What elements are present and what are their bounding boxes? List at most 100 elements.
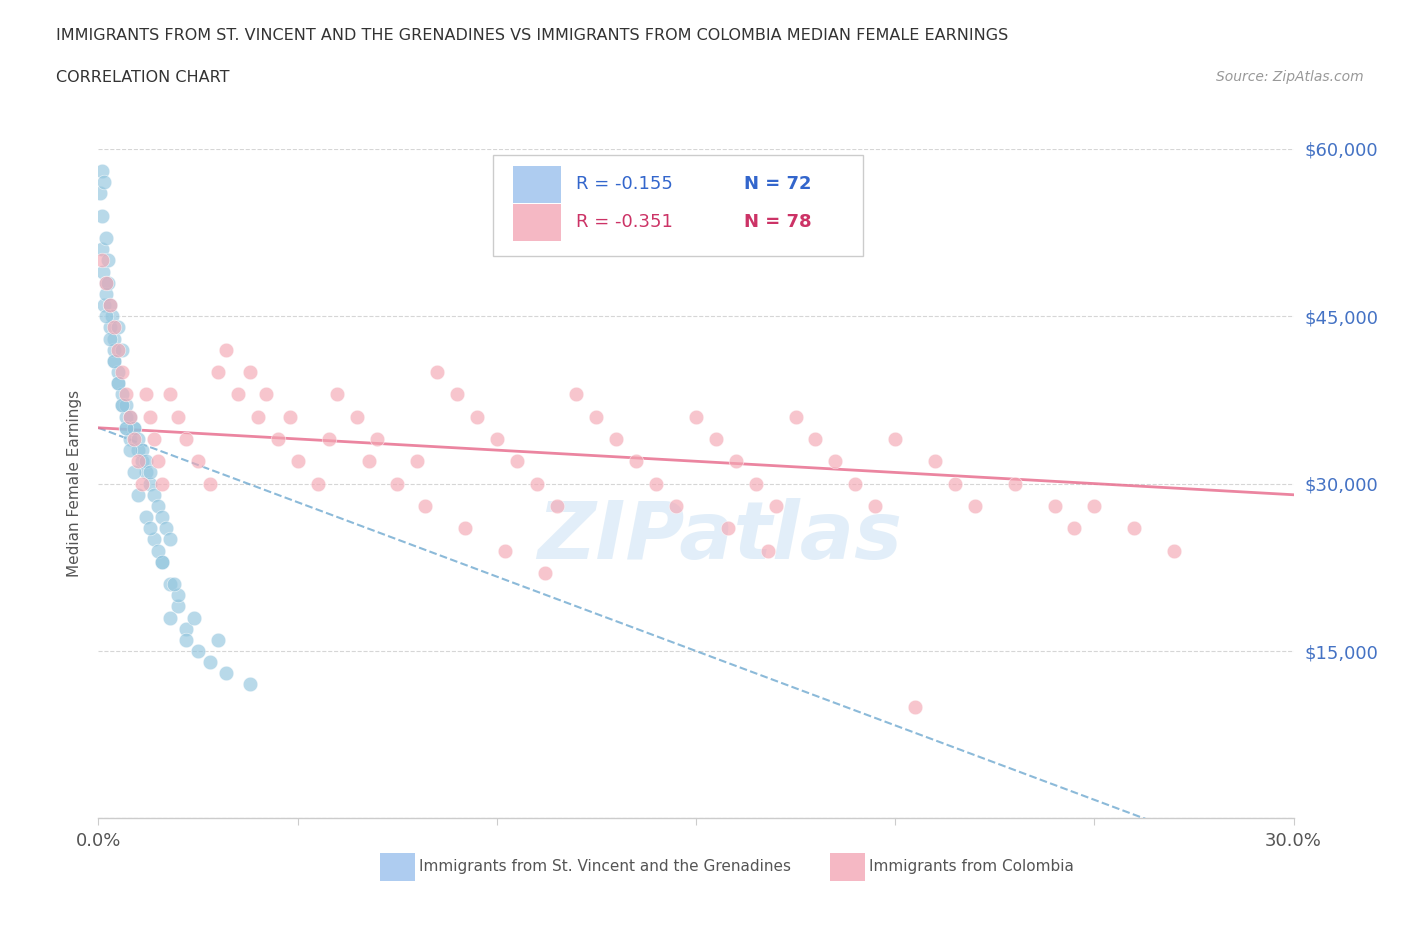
- Point: [756, 543, 779, 558]
- Point: [318, 432, 340, 446]
- Point: [120, 409, 142, 424]
- Point: [91, 264, 114, 279]
- Point: [148, 543, 170, 558]
- Point: [215, 342, 238, 357]
- Point: [385, 476, 409, 491]
- Point: [454, 521, 477, 536]
- Point: [91, 164, 114, 179]
- Point: [526, 476, 548, 491]
- Point: [135, 465, 157, 480]
- Text: R = -0.155: R = -0.155: [576, 175, 673, 193]
- Y-axis label: Median Female Earnings: Median Female Earnings: [67, 390, 83, 578]
- Point: [585, 409, 607, 424]
- Point: [494, 543, 516, 558]
- Point: [131, 476, 153, 491]
- Text: N = 72: N = 72: [744, 175, 811, 193]
- Text: CORRELATION CHART: CORRELATION CHART: [56, 70, 229, 85]
- Text: Immigrants from St. Vincent and the Grenadines: Immigrants from St. Vincent and the Gren…: [419, 859, 792, 874]
- Point: [565, 387, 588, 402]
- Point: [150, 510, 173, 525]
- Point: [124, 432, 146, 446]
- Text: R = -0.351: R = -0.351: [576, 214, 673, 232]
- Point: [704, 432, 727, 446]
- Point: [167, 409, 190, 424]
- Point: [107, 365, 129, 379]
- Point: [89, 186, 111, 201]
- Point: [100, 298, 122, 312]
- Point: [103, 331, 125, 346]
- Point: [1163, 543, 1185, 558]
- Point: [103, 353, 125, 368]
- Point: [135, 510, 157, 525]
- Point: [359, 454, 381, 469]
- Point: [93, 175, 115, 190]
- Point: [107, 320, 129, 335]
- Point: [605, 432, 627, 446]
- Point: [107, 342, 129, 357]
- Text: N = 78: N = 78: [744, 214, 811, 232]
- Point: [187, 454, 209, 469]
- Point: [143, 487, 166, 502]
- Point: [159, 577, 181, 591]
- Point: [765, 498, 787, 513]
- Point: [93, 298, 115, 312]
- Point: [426, 365, 449, 379]
- Point: [287, 454, 309, 469]
- Point: [97, 253, 120, 268]
- Point: [143, 432, 166, 446]
- Point: [198, 655, 221, 670]
- Point: [1043, 498, 1066, 513]
- Point: [724, 454, 747, 469]
- Point: [626, 454, 648, 469]
- Point: [139, 465, 162, 480]
- Point: [131, 443, 153, 458]
- Point: [665, 498, 688, 513]
- Point: [101, 309, 124, 324]
- Point: [127, 454, 149, 469]
- Point: [148, 498, 170, 513]
- Point: [91, 253, 114, 268]
- Point: [94, 231, 117, 246]
- Point: [107, 376, 129, 391]
- Point: [96, 309, 118, 324]
- Point: [963, 498, 986, 513]
- Point: [124, 420, 146, 435]
- Point: [645, 476, 668, 491]
- Point: [167, 599, 190, 614]
- Point: [115, 409, 138, 424]
- Point: [307, 476, 329, 491]
- Point: [506, 454, 529, 469]
- Point: [107, 376, 129, 391]
- Point: [100, 320, 122, 335]
- Point: [120, 443, 142, 458]
- Point: [1063, 521, 1085, 536]
- Point: [103, 342, 125, 357]
- Point: [904, 699, 927, 714]
- Point: [111, 387, 134, 402]
- Point: [174, 632, 197, 647]
- Text: Immigrants from Colombia: Immigrants from Colombia: [869, 859, 1074, 874]
- Point: [127, 487, 149, 502]
- Point: [131, 454, 153, 469]
- Point: [685, 409, 707, 424]
- Bar: [380, 853, 415, 881]
- Point: [546, 498, 568, 513]
- Point: [143, 532, 166, 547]
- Point: [124, 465, 146, 480]
- Point: [844, 476, 866, 491]
- Point: [135, 454, 157, 469]
- Point: [207, 365, 229, 379]
- Point: [100, 331, 122, 346]
- Point: [159, 610, 181, 625]
- Point: [111, 398, 134, 413]
- Bar: [513, 166, 561, 203]
- Point: [127, 432, 149, 446]
- Point: [163, 577, 186, 591]
- Point: [103, 320, 125, 335]
- Point: [1083, 498, 1105, 513]
- Point: [111, 365, 134, 379]
- Point: [127, 443, 149, 458]
- Point: [446, 387, 468, 402]
- Point: [824, 454, 846, 469]
- Point: [413, 498, 436, 513]
